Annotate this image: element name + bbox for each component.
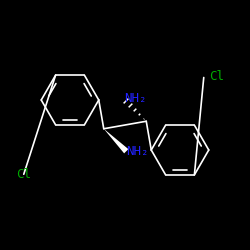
Text: Cl: Cl (209, 70, 224, 83)
Text: Cl: Cl (16, 168, 31, 181)
Text: NH₂: NH₂ (124, 92, 146, 105)
Polygon shape (104, 129, 128, 153)
Text: NH₂: NH₂ (126, 145, 149, 158)
